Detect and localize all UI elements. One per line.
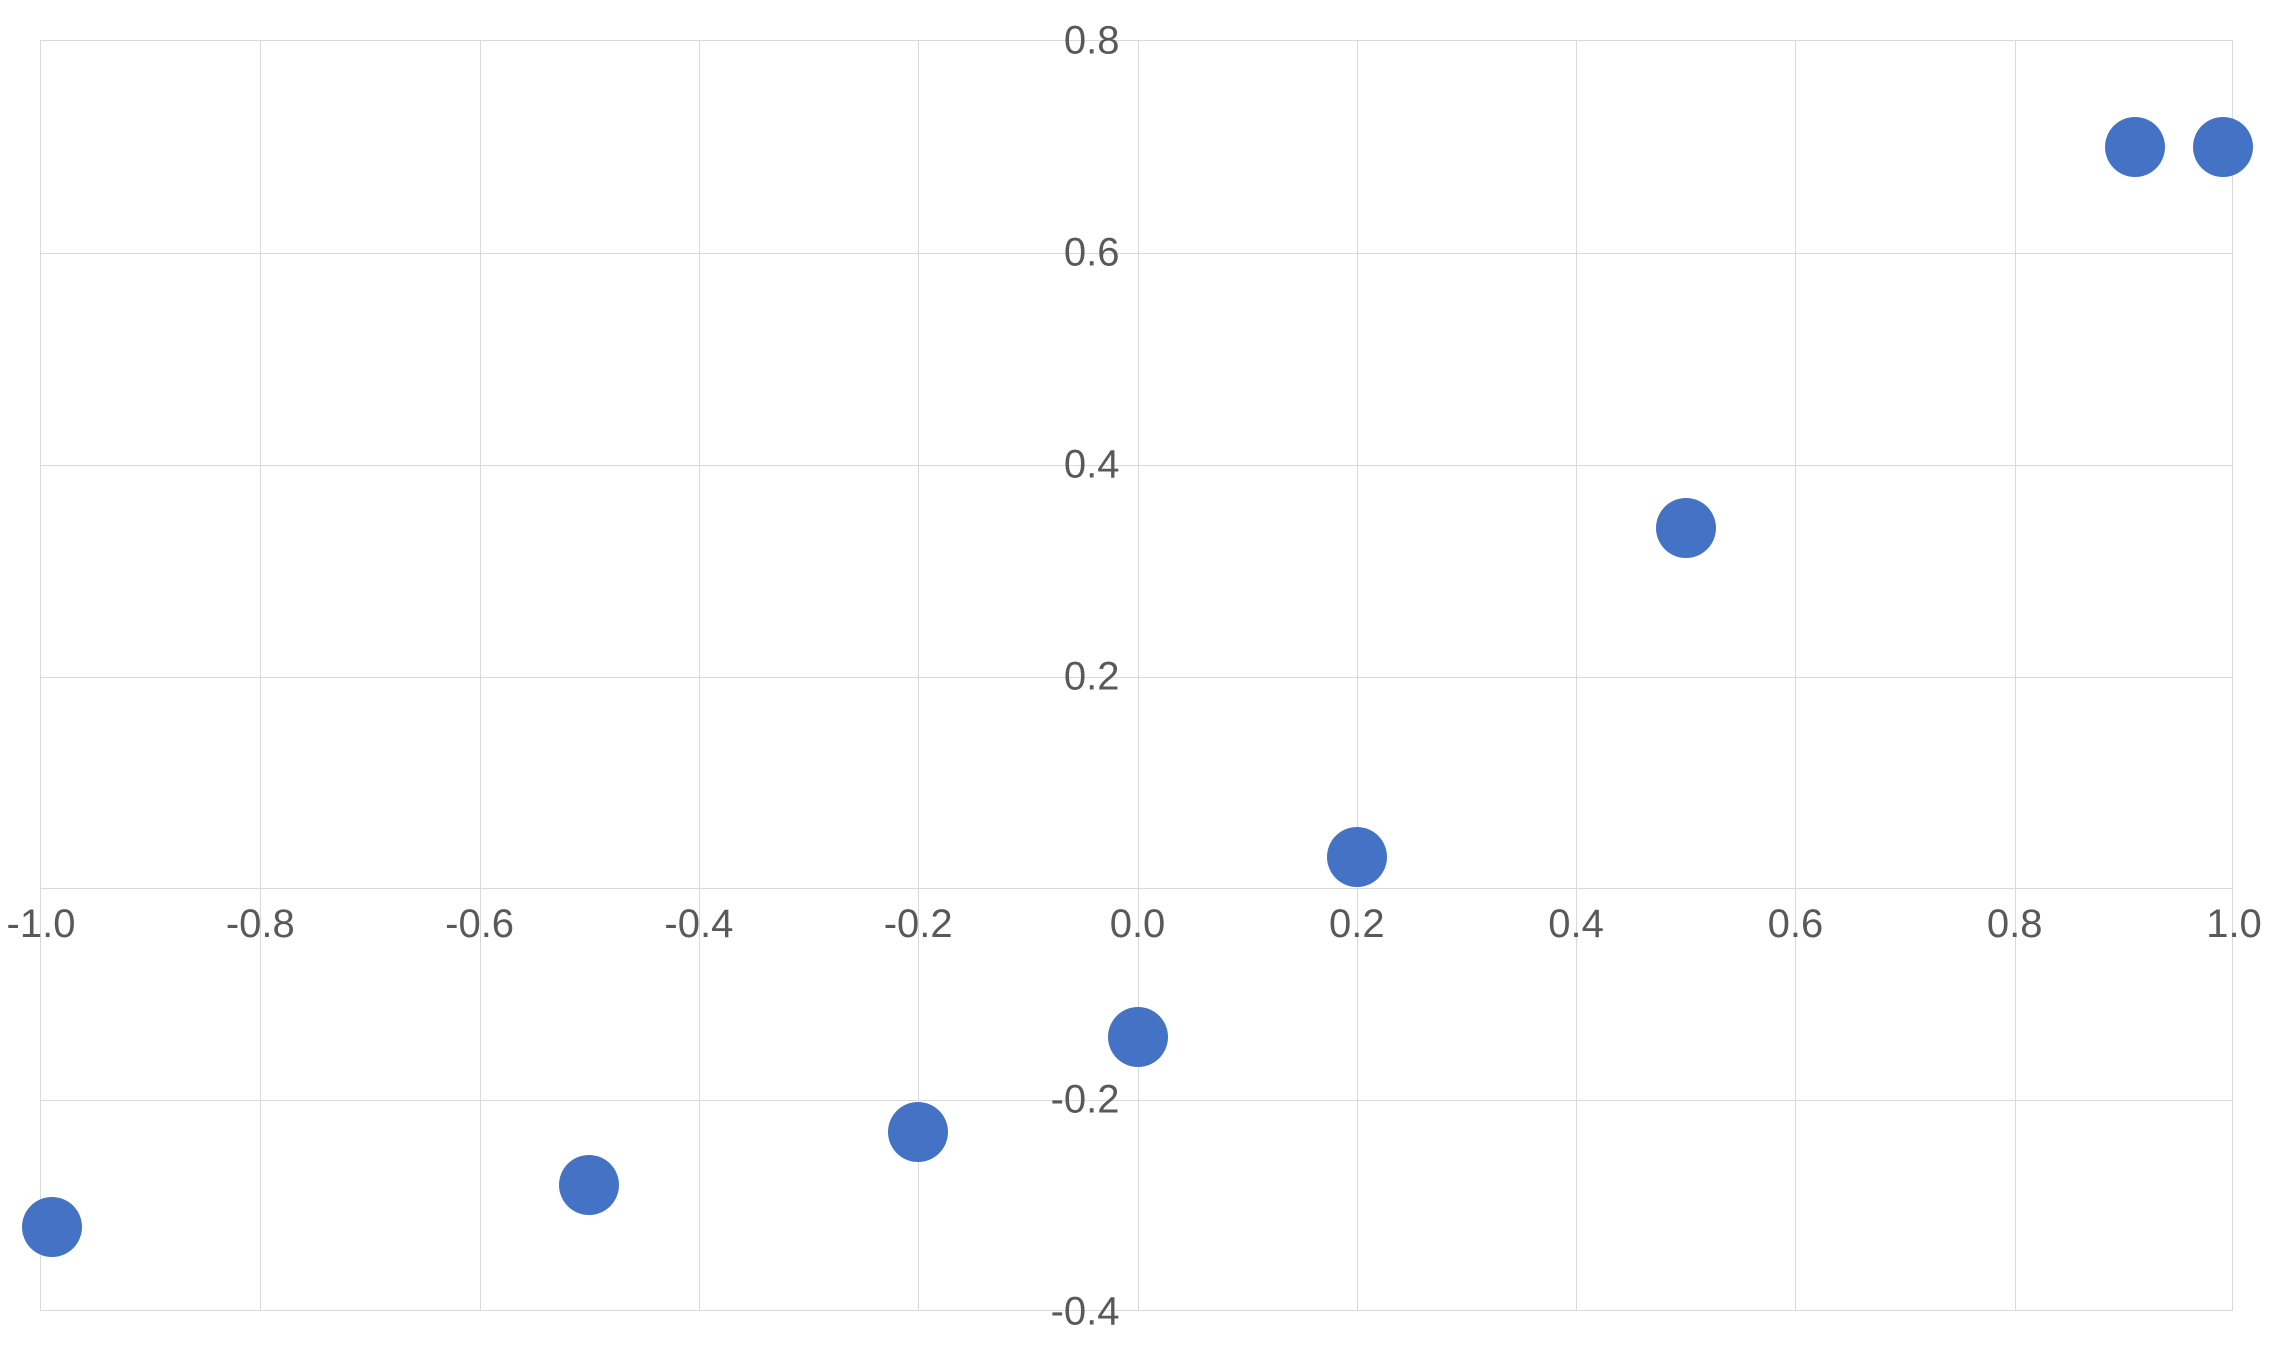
x-tick-label: -0.2 (884, 902, 953, 947)
grid-line-horizontal (41, 1100, 2232, 1101)
y-tick-label: 0.8 (1064, 19, 1120, 64)
grid-line-vertical (1576, 41, 1577, 1310)
y-tick-label: 0.6 (1064, 230, 1120, 275)
grid-line-vertical (260, 41, 261, 1310)
x-tick-label: -1.0 (7, 902, 76, 947)
y-tick-label: -0.4 (1051, 1290, 1120, 1335)
grid-line-vertical (1795, 41, 1796, 1310)
grid-line-vertical (480, 41, 481, 1310)
data-point (1656, 498, 1716, 558)
grid-line-vertical (1138, 41, 1139, 1310)
x-tick-label: 0.2 (1329, 902, 1385, 947)
data-point (888, 1102, 948, 1162)
y-tick-label: -0.2 (1051, 1078, 1120, 1123)
data-point (2105, 117, 2165, 177)
grid-line-vertical (2015, 41, 2016, 1310)
data-point (22, 1197, 82, 1257)
grid-line-horizontal (41, 465, 2232, 466)
grid-line-horizontal (41, 888, 2232, 889)
data-point (1327, 827, 1387, 887)
x-tick-label: -0.8 (226, 902, 295, 947)
data-point (2193, 117, 2253, 177)
grid-line-horizontal (41, 253, 2232, 254)
x-tick-label: -0.6 (445, 902, 514, 947)
plot-area: -1.0-0.8-0.6-0.4-0.20.00.20.40.60.81.0-0… (40, 40, 2233, 1311)
x-tick-label: 0.0 (1110, 902, 1166, 947)
data-point (559, 1155, 619, 1215)
data-point (1108, 1007, 1168, 1067)
grid-line-vertical (699, 41, 700, 1310)
x-tick-label: -0.4 (664, 902, 733, 947)
grid-line-horizontal (41, 677, 2232, 678)
y-tick-label: 0.4 (1064, 442, 1120, 487)
x-tick-label: 0.8 (1987, 902, 2043, 947)
x-tick-label: 1.0 (2206, 902, 2262, 947)
x-tick-label: 0.4 (1548, 902, 1604, 947)
grid-line-vertical (1357, 41, 1358, 1310)
y-tick-label: 0.2 (1064, 654, 1120, 699)
x-tick-label: 0.6 (1768, 902, 1824, 947)
scatter-chart: -1.0 -0.8 -0.6 -0.4 -0.2 0.0 0.2 0.4 0.6 0.8 1.0 -0… (0, 0, 2273, 1351)
